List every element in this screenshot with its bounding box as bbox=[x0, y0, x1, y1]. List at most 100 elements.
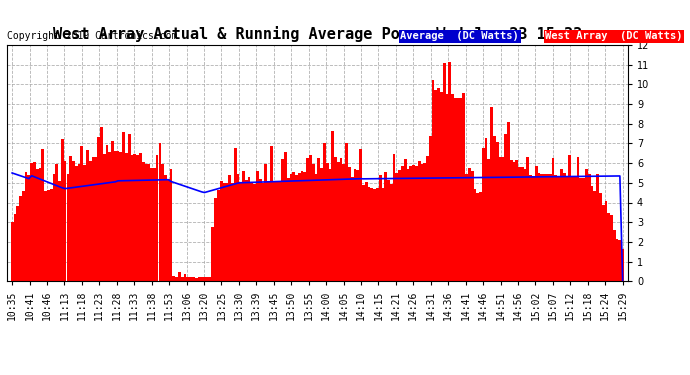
Bar bbox=[342, 165, 345, 281]
Bar bbox=[437, 88, 440, 281]
Bar bbox=[95, 158, 97, 281]
Bar bbox=[518, 167, 521, 281]
Bar bbox=[384, 172, 387, 281]
Bar bbox=[468, 168, 471, 281]
Bar bbox=[250, 182, 253, 281]
Bar bbox=[290, 174, 293, 281]
Bar bbox=[69, 156, 72, 281]
Bar bbox=[348, 167, 351, 281]
Bar bbox=[136, 155, 139, 281]
Bar bbox=[491, 107, 493, 281]
Bar bbox=[515, 160, 518, 281]
Bar bbox=[139, 153, 141, 281]
Bar bbox=[315, 174, 317, 281]
Bar bbox=[560, 169, 563, 281]
Bar bbox=[306, 158, 309, 281]
Bar bbox=[36, 169, 39, 281]
Bar bbox=[72, 161, 75, 281]
Bar bbox=[502, 157, 504, 281]
Bar bbox=[524, 170, 526, 281]
Bar bbox=[421, 164, 424, 281]
Bar bbox=[117, 152, 119, 281]
Bar bbox=[58, 182, 61, 281]
Bar bbox=[359, 150, 362, 281]
Bar bbox=[331, 131, 334, 281]
Bar bbox=[371, 188, 373, 281]
Bar bbox=[75, 166, 78, 281]
Bar bbox=[588, 174, 591, 281]
Bar bbox=[615, 239, 618, 281]
Bar bbox=[577, 157, 580, 281]
Bar bbox=[86, 150, 89, 281]
Bar bbox=[479, 192, 482, 281]
Bar bbox=[569, 154, 571, 281]
Bar bbox=[181, 278, 184, 281]
Text: Average  (DC Watts): Average (DC Watts) bbox=[400, 32, 519, 41]
Bar bbox=[106, 145, 108, 281]
Bar bbox=[275, 182, 278, 281]
Bar bbox=[130, 155, 133, 281]
Bar bbox=[108, 152, 111, 281]
Bar bbox=[215, 198, 217, 281]
Bar bbox=[242, 171, 245, 281]
Bar bbox=[496, 142, 499, 281]
Bar bbox=[114, 151, 117, 281]
Bar bbox=[92, 157, 95, 281]
Bar bbox=[206, 278, 208, 281]
Bar bbox=[50, 189, 52, 281]
Bar bbox=[22, 191, 25, 281]
Bar bbox=[460, 98, 462, 281]
Bar bbox=[387, 180, 390, 281]
Bar bbox=[554, 175, 557, 281]
Bar bbox=[25, 172, 28, 281]
Bar bbox=[159, 142, 161, 281]
Bar bbox=[103, 154, 106, 281]
Bar bbox=[379, 174, 382, 281]
Bar bbox=[440, 92, 443, 281]
Bar bbox=[278, 181, 281, 281]
Bar bbox=[540, 174, 543, 281]
Bar bbox=[203, 278, 206, 281]
Bar bbox=[513, 162, 515, 281]
Bar bbox=[293, 172, 295, 281]
Bar bbox=[499, 157, 502, 281]
Bar bbox=[33, 162, 36, 281]
Bar bbox=[141, 162, 144, 281]
Bar bbox=[197, 278, 200, 281]
Bar bbox=[574, 177, 577, 281]
Bar bbox=[382, 188, 384, 281]
Bar bbox=[546, 174, 549, 281]
Bar bbox=[473, 189, 476, 281]
Bar bbox=[582, 178, 585, 281]
Bar bbox=[571, 177, 574, 281]
Bar bbox=[148, 164, 150, 281]
Bar bbox=[596, 174, 599, 281]
Bar bbox=[591, 186, 593, 281]
Bar bbox=[41, 150, 44, 281]
Bar bbox=[471, 171, 473, 281]
Bar bbox=[538, 173, 540, 281]
Bar bbox=[192, 278, 195, 281]
Bar bbox=[211, 226, 214, 281]
Bar bbox=[482, 148, 484, 281]
Bar bbox=[621, 249, 624, 281]
Bar bbox=[270, 146, 273, 281]
Bar bbox=[287, 178, 290, 281]
Bar bbox=[78, 164, 81, 281]
Bar bbox=[326, 163, 328, 281]
Bar bbox=[415, 166, 417, 281]
Bar bbox=[484, 138, 487, 281]
Bar bbox=[401, 166, 404, 281]
Bar bbox=[47, 190, 50, 281]
Bar bbox=[406, 169, 409, 281]
Bar bbox=[390, 184, 393, 281]
Bar bbox=[44, 191, 47, 281]
Bar bbox=[395, 172, 398, 281]
Bar bbox=[153, 168, 156, 281]
Bar bbox=[125, 153, 128, 281]
Bar bbox=[186, 278, 189, 281]
Bar bbox=[239, 183, 242, 281]
Bar bbox=[526, 157, 529, 281]
Bar bbox=[529, 175, 532, 281]
Bar bbox=[535, 166, 538, 281]
